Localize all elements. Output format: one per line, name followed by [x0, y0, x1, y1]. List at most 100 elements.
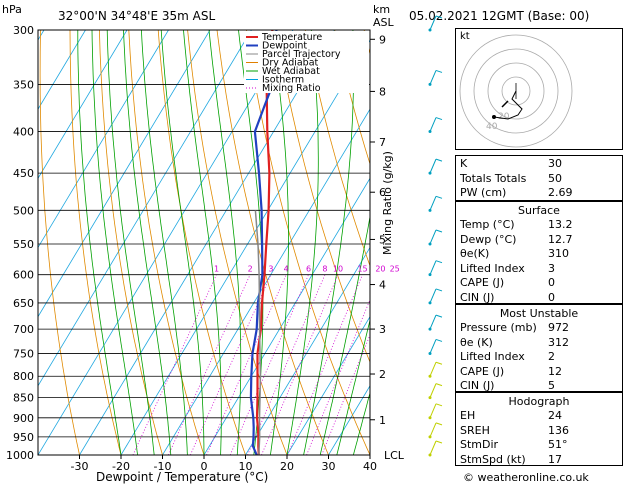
surface-row: CIN (J) 0: [456, 291, 622, 305]
asl-unit: ASL: [373, 16, 394, 29]
dry-adiabat-line: [69, 30, 122, 455]
pressure-tick-label: 300: [13, 24, 34, 37]
wind-barb-flag: [435, 403, 443, 407]
hodograph-stat-value: 24: [548, 409, 562, 422]
wind-barb: [429, 158, 437, 174]
mixing-ratio-label: 15: [357, 265, 367, 274]
most-unstable-value: 12: [548, 364, 562, 378]
most-unstable-panel: Most Unstable Pressure (mb) 972 θe (K) 312 L…: [455, 304, 623, 392]
wind-barb-flag: [435, 361, 443, 365]
wind-barb-point: [428, 351, 432, 355]
wind-barb-point: [428, 82, 432, 86]
dry-adiabat-line: [216, 30, 329, 455]
wind-barb-point: [428, 396, 432, 400]
wind-barb-point: [428, 327, 432, 331]
wet-adiabat-line: [183, 30, 222, 455]
x-tick-label: 40: [363, 460, 377, 473]
isotherm-line: [120, 39, 370, 455]
hodograph-endpoint: [492, 115, 496, 119]
index-label: Totals Totals: [460, 171, 527, 185]
hodograph-ring: [459, 34, 573, 148]
pressure-tick-label: 750: [13, 347, 34, 360]
mixing-ratio-label: 20: [375, 265, 385, 274]
surface-value: 310: [548, 247, 569, 260]
pressure-tick-label: 950: [13, 431, 34, 444]
x-tick-label: -10: [154, 460, 172, 473]
surface-row: Dewp (°C) 12.7: [456, 233, 622, 247]
dry-adiabat-line: [246, 30, 370, 455]
wind-barb-flag: [435, 338, 443, 342]
x-tick-label: -20: [112, 460, 130, 473]
wind-barb-point: [428, 435, 432, 439]
most-unstable-label: Lifted Index: [460, 350, 525, 363]
height-tick-label: 3: [379, 323, 386, 336]
x-tick-label: 10: [239, 460, 253, 473]
legend: Temperature Dewpoint Parcel Trajectory Dry …: [244, 31, 369, 94]
wind-barb-flag: [435, 195, 443, 199]
pressure-tick-label: 400: [13, 126, 34, 139]
hodograph-panel: 40 20 kt: [455, 28, 623, 150]
wind-barb: [429, 70, 437, 85]
pressure-tick-label: 1000: [6, 449, 34, 462]
hodograph-stat-row: SREH 136: [456, 424, 622, 438]
pressure-tick-label: 700: [13, 323, 34, 336]
most-unstable-row: CAPE (J) 12: [456, 365, 622, 379]
hodograph-stat-value: 51°: [548, 438, 568, 451]
hodograph-stat-row: EH 24: [456, 409, 622, 423]
wet-adiabat-line: [353, 391, 370, 455]
height-tick-label: 1: [379, 414, 386, 427]
mixing-ratio-axis-label: Mixing Ratio (g/kg): [381, 151, 394, 255]
pressure-tick-label: 450: [13, 167, 34, 180]
height-tick-label: 8: [379, 85, 386, 98]
surface-row: Lifted Index 3: [456, 262, 622, 276]
index-value: 30: [548, 157, 562, 170]
wind-barb-point: [428, 130, 432, 134]
x-tick-label: 30: [322, 460, 336, 473]
hodograph-stat-label: EH: [460, 409, 476, 422]
mixing-ratio-label: 6: [306, 265, 311, 274]
wind-barb-flag: [435, 260, 443, 264]
index-row: K 30: [456, 157, 622, 171]
wet-adiabat-line: [303, 30, 355, 455]
wind-barb-flag: [435, 314, 443, 318]
pressure-tick-label: 650: [13, 297, 34, 310]
pressure-tick-label: 600: [13, 269, 34, 282]
isotherm-line: [38, 30, 128, 180]
lcl-label: LCL: [384, 449, 404, 462]
dry-adiabat-line: [304, 30, 370, 267]
hodograph-stats-panel: Hodograph EH 24 SREH 136 StmDir 51° StmSpd (kt…: [455, 392, 623, 466]
pressure-tick-label: 350: [13, 78, 34, 91]
legend-label: Temperature: [261, 32, 322, 43]
wind-barb-point: [428, 453, 432, 457]
height-tick-label: 7: [379, 136, 386, 149]
most-unstable-label: CIN (J): [460, 379, 495, 392]
wind-barb-flag: [435, 422, 443, 426]
legend-label: Parcel Trajectory: [262, 49, 341, 60]
surface-title: Surface: [518, 204, 560, 217]
x-tick-label: 20: [280, 460, 294, 473]
surface-row: CAPE (J) 0: [456, 276, 622, 290]
surface-panel: Surface Temp (°C) 13.2 Dewp (°C) 12.7 θe(K) 3…: [455, 201, 623, 304]
legend-label: Dewpoint: [262, 41, 307, 52]
surface-value: 12.7: [548, 232, 573, 246]
surface-value: 3: [548, 261, 555, 275]
wind-barb: [429, 422, 437, 438]
surface-row: θe(K) 310: [456, 247, 622, 261]
wind-barb-flag: [435, 440, 443, 444]
wind-barb-flag: [435, 15, 443, 19]
hodograph-stats-title: Hodograph: [508, 395, 570, 408]
index-label: K: [460, 157, 468, 170]
hodograph-ring: [473, 48, 559, 134]
legend-label: Wet Adiabat: [262, 66, 320, 77]
surface-value: 0: [548, 290, 555, 304]
wind-barb-point: [428, 374, 432, 378]
hodograph-ring-label: 20: [498, 112, 510, 122]
surface-value: 0: [548, 276, 555, 289]
legend-label: Dry Adiabat: [262, 58, 319, 69]
isotherm-line: [203, 177, 370, 455]
wind-barb-point: [428, 416, 432, 420]
isotherm-line: [286, 315, 370, 455]
hodograph-stat-label: StmSpd (kt): [460, 452, 526, 466]
isotherm-line: [38, 30, 169, 249]
